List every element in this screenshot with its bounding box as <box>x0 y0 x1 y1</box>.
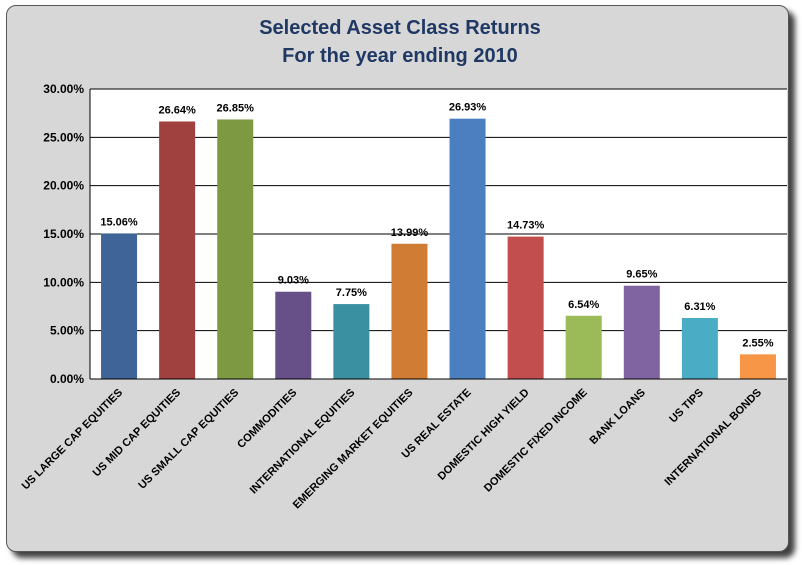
bar-value-label: 14.73% <box>507 220 545 232</box>
x-category-label: INTERNATIONAL BONDS <box>663 387 765 489</box>
y-tick-label: 10.00% <box>43 275 84 289</box>
x-category-label: US TIPS <box>667 387 706 426</box>
x-category-label: INTERNATIONAL EQUITIES <box>248 387 358 497</box>
x-category-label: EMERGING MARKET EQUITIES <box>291 387 416 512</box>
chart-title-line-1: Selected Asset Class Returns <box>259 17 541 39</box>
chart-title-line-2: For the year ending 2010 <box>282 45 518 67</box>
bar <box>681 318 718 379</box>
x-category-label: COMMODITIES <box>235 387 299 451</box>
bar-value-label: 15.06% <box>100 216 138 228</box>
bar-value-label: 6.31% <box>684 301 715 313</box>
gridlines <box>90 88 787 332</box>
bar <box>739 354 776 379</box>
y-tick-label: 0.00% <box>50 372 84 386</box>
y-tick-label: 25.00% <box>43 130 84 144</box>
bar-value-label: 26.85% <box>217 102 255 114</box>
bar <box>391 243 428 379</box>
bar-value-label: 2.55% <box>742 337 773 349</box>
bar-value-label: 26.93% <box>449 102 487 114</box>
y-tick-label: 5.00% <box>50 324 84 338</box>
bar <box>217 119 254 379</box>
bar <box>565 315 602 379</box>
bar-value-label: 7.75% <box>336 287 367 299</box>
chart-title: Selected Asset Class Returns For the yea… <box>259 17 541 67</box>
bar-value-label: 13.99% <box>391 227 429 239</box>
bar <box>333 304 370 379</box>
bar-value-label: 26.64% <box>158 104 196 116</box>
x-category-label: US LARGE CAP EQUITIES <box>20 387 126 493</box>
bar-value-label: 9.03% <box>278 275 309 287</box>
y-tick-label: 20.00% <box>43 179 84 193</box>
y-axis-tick-labels: 0.00% 5.00% 10.00% 15.00% 20.00% 25.00% 30.00% <box>43 82 84 386</box>
bars <box>101 118 776 379</box>
bar <box>623 285 660 379</box>
x-category-label: BANK LOANS <box>588 387 648 447</box>
bar-value-label: 9.65% <box>626 269 657 281</box>
y-tick-label: 15.00% <box>43 227 84 241</box>
data-labels: 15.06% 26.64% 26.85% 9.03% 7.75% 13.99% 26.93%… <box>100 102 773 350</box>
bar-value-label: 6.54% <box>568 299 599 311</box>
x-category-label: US SMALL CAP EQUITIES <box>136 387 241 492</box>
x-category-label: DOMESTIC FIXED INCOME <box>482 387 590 495</box>
bar <box>159 121 196 379</box>
bar <box>449 118 486 379</box>
bar <box>101 233 138 379</box>
bar <box>275 291 312 379</box>
y-tick-label: 30.00% <box>43 82 84 96</box>
bar <box>507 236 544 379</box>
